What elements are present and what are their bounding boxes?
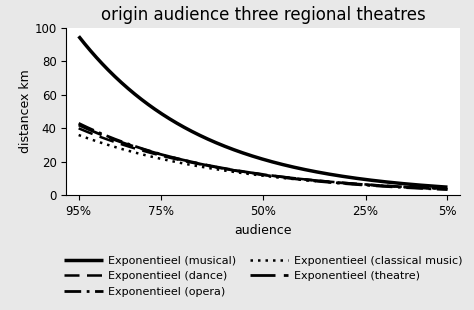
Legend: Exponentieel (musical), Exponentieel (dance), Exponentieel (opera), Exponentieel: Exponentieel (musical), Exponentieel (da… xyxy=(59,251,467,301)
Title: origin audience three regional theatres: origin audience three regional theatres xyxy=(100,6,426,24)
Y-axis label: distancex km: distancex km xyxy=(18,70,32,153)
X-axis label: audience: audience xyxy=(234,224,292,237)
